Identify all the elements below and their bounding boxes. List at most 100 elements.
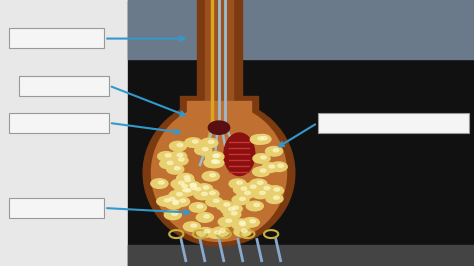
FancyBboxPatch shape xyxy=(9,113,109,133)
Circle shape xyxy=(173,201,178,205)
Circle shape xyxy=(184,176,190,179)
Circle shape xyxy=(162,195,179,205)
Bar xyxy=(197,0,242,125)
Circle shape xyxy=(214,160,220,163)
Circle shape xyxy=(207,229,224,238)
Circle shape xyxy=(239,197,245,201)
Bar xyxy=(128,245,474,266)
Circle shape xyxy=(157,197,174,206)
Circle shape xyxy=(204,158,221,167)
Ellipse shape xyxy=(151,105,286,242)
Circle shape xyxy=(174,167,180,170)
Circle shape xyxy=(232,195,249,205)
Circle shape xyxy=(185,178,191,182)
Circle shape xyxy=(183,184,201,194)
Circle shape xyxy=(213,154,219,157)
Circle shape xyxy=(185,189,191,192)
Circle shape xyxy=(219,229,225,232)
Circle shape xyxy=(221,205,238,215)
Circle shape xyxy=(269,165,275,168)
Circle shape xyxy=(203,186,209,189)
Circle shape xyxy=(226,219,231,222)
Circle shape xyxy=(160,159,177,169)
Circle shape xyxy=(167,161,173,164)
Circle shape xyxy=(201,138,218,148)
Circle shape xyxy=(204,158,221,168)
Circle shape xyxy=(237,189,254,199)
Bar xyxy=(128,0,474,59)
Circle shape xyxy=(158,152,175,161)
Circle shape xyxy=(253,154,270,163)
Circle shape xyxy=(234,227,251,236)
Circle shape xyxy=(246,201,264,211)
Circle shape xyxy=(216,201,233,210)
FancyBboxPatch shape xyxy=(9,198,104,218)
Circle shape xyxy=(224,203,229,206)
Circle shape xyxy=(207,152,224,161)
Circle shape xyxy=(195,188,201,191)
Circle shape xyxy=(177,153,183,157)
Circle shape xyxy=(172,212,178,215)
Circle shape xyxy=(259,191,265,194)
Circle shape xyxy=(202,172,219,181)
Circle shape xyxy=(233,206,238,209)
Circle shape xyxy=(242,218,259,227)
Circle shape xyxy=(182,181,199,191)
Circle shape xyxy=(270,162,287,172)
Circle shape xyxy=(180,199,186,202)
Circle shape xyxy=(183,189,189,192)
Circle shape xyxy=(170,151,187,161)
Circle shape xyxy=(177,173,194,183)
Circle shape xyxy=(212,227,229,236)
Circle shape xyxy=(165,154,171,157)
Circle shape xyxy=(187,185,204,195)
Circle shape xyxy=(204,230,210,233)
Circle shape xyxy=(164,210,182,220)
Circle shape xyxy=(265,147,283,156)
Bar xyxy=(180,96,258,128)
Circle shape xyxy=(171,156,188,165)
Bar xyxy=(128,0,474,266)
Circle shape xyxy=(204,215,210,218)
Circle shape xyxy=(183,222,201,231)
Circle shape xyxy=(253,167,270,176)
Circle shape xyxy=(229,207,235,211)
Circle shape xyxy=(182,185,187,188)
Circle shape xyxy=(266,194,283,203)
Circle shape xyxy=(165,198,182,208)
Circle shape xyxy=(273,196,279,199)
Circle shape xyxy=(241,187,247,190)
Circle shape xyxy=(192,140,198,143)
Circle shape xyxy=(201,192,207,196)
Circle shape xyxy=(215,231,220,234)
Circle shape xyxy=(210,174,216,177)
Circle shape xyxy=(225,204,242,214)
Circle shape xyxy=(179,181,184,185)
Circle shape xyxy=(185,138,202,147)
Circle shape xyxy=(250,179,267,189)
Circle shape xyxy=(229,179,246,189)
Circle shape xyxy=(174,182,191,192)
Circle shape xyxy=(169,197,175,201)
Circle shape xyxy=(213,199,219,202)
Circle shape xyxy=(177,176,194,186)
Circle shape xyxy=(262,163,279,172)
Circle shape xyxy=(197,228,214,237)
Circle shape xyxy=(177,143,183,147)
Circle shape xyxy=(197,205,203,208)
Circle shape xyxy=(240,223,246,226)
Circle shape xyxy=(202,189,219,199)
Circle shape xyxy=(179,158,184,161)
Circle shape xyxy=(211,160,217,163)
Circle shape xyxy=(173,197,190,206)
Circle shape xyxy=(191,183,197,186)
Circle shape xyxy=(171,179,188,189)
Ellipse shape xyxy=(224,133,255,176)
Circle shape xyxy=(175,186,192,196)
Circle shape xyxy=(194,190,211,200)
Circle shape xyxy=(256,184,273,194)
Circle shape xyxy=(196,184,213,193)
Circle shape xyxy=(264,186,270,190)
Ellipse shape xyxy=(209,121,229,134)
Circle shape xyxy=(202,148,208,151)
